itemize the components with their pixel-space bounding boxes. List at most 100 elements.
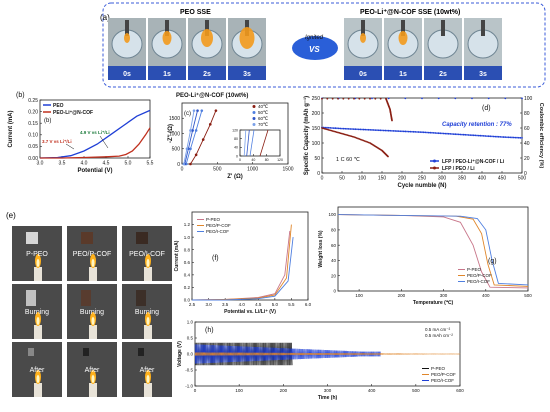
eis-point [185,147,189,151]
y2-tick-label: 0 [524,171,527,177]
x-axis-label: Z' (Ω) [227,174,243,180]
chart-f: 2.5 3.0 3.5 4.0 4.5 5.0 5.5 6.0 0.0 0.2 0.4 0.6 0.8 1… [174,211,312,315]
y-tick-label: 20 [331,273,337,278]
x-tick-label: 400 [368,388,376,393]
eis-series-line [185,110,203,165]
plot-frame [191,211,309,301]
x-tick-label: 4.0 [239,302,246,307]
x-tick-label: 3.5 [59,161,66,167]
legend-marker [433,166,436,170]
cycle-point [447,132,450,135]
flame-core [36,259,40,267]
y-tick-label: 150 [312,126,321,132]
cycle-point [509,136,512,139]
cycle-point [426,131,428,134]
x-tick-label: 120 [277,158,283,162]
chart-c-label: (c) [184,111,191,117]
cycle-point [516,136,518,139]
x-tick-label: 300 [438,176,447,182]
cycle-point [351,128,353,130]
cycle-point [511,136,513,139]
tga-series-line [337,214,529,287]
legend-label: PEO/P-COF [206,223,231,228]
cycle-point [504,97,507,100]
x-tick-label: 600 [456,388,464,393]
cycle-point [392,130,395,132]
panel-a-frame [102,2,546,88]
current-annotation: 0.5 mA cm⁻² [425,327,451,332]
chart-g-label: (g) [488,258,497,265]
cycle-point [461,133,463,136]
y-tick-label: 0 [177,162,180,168]
candle [89,267,97,281]
cycle-point [377,129,380,132]
cycle-point [371,129,373,131]
candle [34,267,42,281]
cycle-point [337,97,339,100]
cycle-point [449,133,452,135]
legend-label: LFP / PEO / Li [442,166,475,172]
tga-series-line [337,214,529,286]
cycle-point [519,136,522,139]
cycle-point [399,130,402,133]
flame-core [146,317,150,325]
eis-point [189,147,192,151]
membrane-residue [83,348,89,356]
cycle-point [454,97,457,100]
cycle-point [469,134,472,137]
cycle-point [484,135,487,137]
cycle-point [474,134,477,137]
cycle-point [362,128,365,131]
cycle-point [379,97,382,100]
cycle-point [394,130,397,132]
cycle-point [506,136,508,139]
cycle-point [364,128,367,131]
y2-axis-label: Coulombic efficiency (%) [538,103,544,169]
flame-icon [239,27,255,49]
cycle-point [492,135,495,138]
cycle-point [372,129,375,131]
cycle-point [369,97,371,100]
legend-label: PEO/I-COF [467,279,490,284]
time-bar [464,66,502,80]
cycle-point [497,135,500,138]
y-tick-label: 80 [331,228,337,233]
cycle-point [367,128,370,131]
cycle-point [342,127,345,130]
cycle-point [432,132,435,134]
chart-b: 3.0 3.5 4.0 4.5 5.0 5.5 0.00 0.05 0.10 0.15 0.20 0.… [8,92,154,174]
y-axis-label: Current (mA) [174,240,180,271]
cycle-point [444,132,447,135]
cycle-point [391,119,393,122]
x-axis-label: Cycle numble (N) [397,183,446,189]
candle [89,325,97,339]
cycle-point [441,132,443,135]
capacity-annotation: 0.5 mAh cm⁻² [425,333,453,338]
time-label: 1s [163,71,171,78]
chart-c-title: PEO-Li⁺@N-COF (10wt%) [176,92,248,99]
cycle-point [353,97,355,100]
state-label: Burning [25,309,49,316]
legend-label: PEO/P-COF [467,273,492,278]
x-tick-label: 40 [251,158,255,162]
lighter-nozzle [361,20,365,36]
sample-label: PEO/I-COF [129,251,165,258]
cycle-point [359,128,362,131]
membrane-residue [138,348,144,356]
cycle-point [404,97,407,100]
lighter-nozzle [165,20,169,36]
chart-h-label: (h) [205,327,214,334]
y-tick-label: 0 [317,171,320,177]
cycle-point [477,134,480,137]
x-tick-label: 150 [378,176,387,182]
x-axis-label: Potential vs. Li/Li⁺ (V) [224,309,276,315]
y-tick-label: 60 [331,243,337,248]
y-tick-label: 0.10 [28,133,38,139]
cycle-point [361,128,363,131]
x-tick-label: 0 [194,388,197,393]
cycle-point [387,155,389,158]
cycle-point [479,134,482,137]
lighter-nozzle [205,20,209,36]
state-label: After [85,367,100,374]
cycle-point [502,136,505,138]
